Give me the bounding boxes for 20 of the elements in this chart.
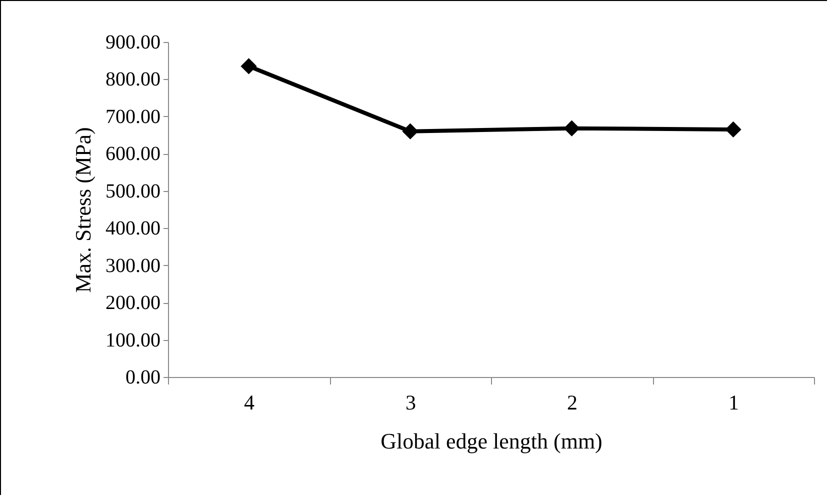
- point: [402, 123, 418, 140]
- y-tick-label: 300.00: [106, 254, 160, 277]
- y-tick-label: 400.00: [106, 218, 160, 240]
- y-tick-label: 700.00: [106, 106, 160, 128]
- y-tick-label: 0.00: [126, 366, 160, 388]
- point: [725, 121, 742, 138]
- y-tick-label: 800.00: [106, 68, 160, 91]
- x-tick-label: 4: [244, 390, 255, 414]
- x-tick-label: 3: [406, 390, 416, 414]
- x-tick-label: 1: [728, 390, 739, 414]
- y-axis-title: Max. Stress (MPa): [70, 127, 96, 293]
- y-tick-label: 900.00: [106, 32, 160, 54]
- y-tick-label: 100.00: [106, 329, 160, 352]
- y-tick-label: 600.00: [106, 143, 160, 166]
- point: [564, 120, 580, 136]
- point: [240, 58, 257, 74]
- y-tick-label: 500.00: [106, 180, 160, 202]
- x-axis-title: Global edge length (mm): [380, 428, 602, 454]
- y-tick-label: 200.00: [106, 292, 160, 314]
- x-tick-label: 2: [567, 390, 578, 414]
